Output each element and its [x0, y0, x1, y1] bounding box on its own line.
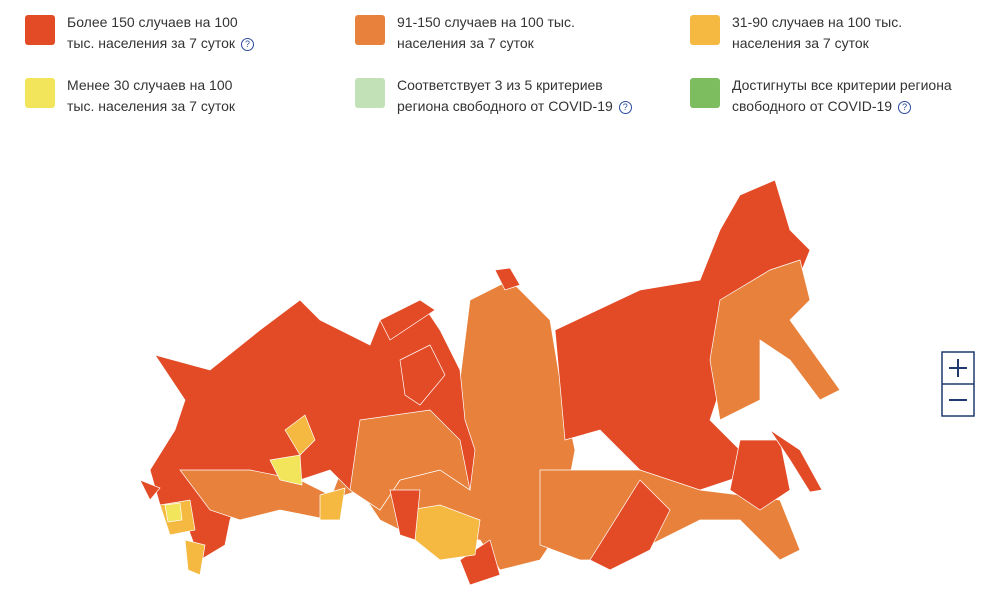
legend-label: Менее 30 случаев на 100 тыс. населения з… — [67, 77, 236, 114]
region[interactable] — [459, 539, 501, 586]
zoom-control — [941, 351, 975, 417]
legend-swatch — [690, 15, 720, 45]
region[interactable] — [389, 489, 421, 541]
region[interactable] — [729, 439, 791, 511]
region[interactable] — [284, 414, 316, 456]
legend-label: 91-150 случаев на 100 тыс. населения за … — [397, 14, 575, 51]
legend-item: Соответствует 3 из 5 критериев региона с… — [355, 75, 647, 117]
region[interactable] — [494, 267, 521, 291]
legend-text: Более 150 случаев на 100 тыс. населения … — [67, 12, 257, 54]
zoom-in[interactable] — [949, 359, 967, 377]
legend-text: Менее 30 случаев на 100 тыс. населения з… — [67, 75, 262, 117]
legend-item: Достигнуты все критерии региона свободно… — [690, 75, 962, 117]
region[interactable] — [589, 479, 671, 571]
regions — [139, 179, 841, 586]
legend-text: 31-90 случаев на 100 тыс. населения за 7… — [732, 12, 972, 54]
legend-swatch — [690, 78, 720, 108]
legend-label: Достигнуты все критерии региона свободно… — [732, 77, 952, 114]
legend-text: Достигнуты все критерии региона свободно… — [732, 75, 962, 117]
legend-label: Соответствует 3 из 5 критериев региона с… — [397, 77, 613, 114]
legend-item: Менее 30 случаев на 100 тыс. населения з… — [25, 75, 262, 117]
region[interactable] — [769, 429, 823, 493]
legend-text: Соответствует 3 из 5 критериев региона с… — [397, 75, 647, 117]
legend-item: 91-150 случаев на 100 тыс. населения за … — [355, 12, 647, 54]
legend-label: 31-90 случаев на 100 тыс. населения за 7… — [732, 14, 903, 51]
legend-swatch — [25, 15, 55, 45]
legend-swatch — [355, 15, 385, 45]
region[interactable] — [709, 259, 841, 421]
help-icon[interactable]: ? — [898, 100, 912, 114]
region[interactable] — [319, 487, 346, 521]
region[interactable] — [399, 344, 446, 406]
region[interactable] — [379, 299, 436, 341]
legend-swatch — [25, 78, 55, 108]
legend-swatch — [355, 78, 385, 108]
legend-label: Более 150 случаев на 100 тыс. населения … — [67, 14, 238, 51]
help-icon[interactable]: ? — [241, 37, 255, 51]
legend-item: Более 150 случаев на 100 тыс. населения … — [25, 12, 257, 54]
region[interactable] — [164, 502, 183, 523]
legend-text: 91-150 случаев на 100 тыс. населения за … — [397, 12, 647, 54]
region[interactable] — [269, 454, 303, 486]
region[interactable] — [184, 539, 206, 576]
help-icon[interactable]: ? — [618, 100, 632, 114]
region[interactable] — [139, 479, 161, 501]
legend-item: 31-90 случаев на 100 тыс. населения за 7… — [690, 12, 972, 54]
region[interactable] — [349, 409, 471, 511]
